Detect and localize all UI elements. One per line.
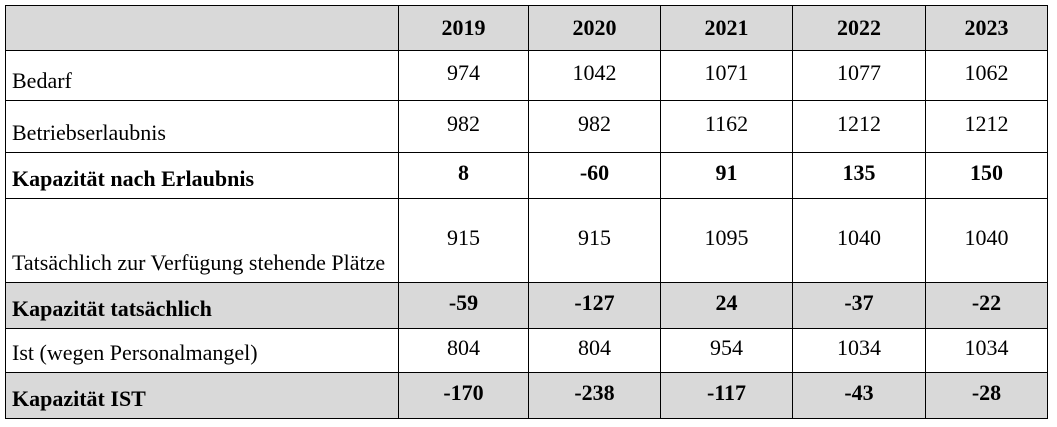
table-row: Kapazität tatsächlich -59 -127 24 -37 -22 <box>5 282 1048 329</box>
header-row: 2019 2020 2021 2022 2023 <box>5 5 1048 51</box>
header-cell: 2021 <box>660 5 793 51</box>
value-cell: -60 <box>528 152 661 199</box>
value-cell: 915 <box>398 198 529 283</box>
value-cell: -127 <box>528 282 661 329</box>
value-cell: 24 <box>660 282 793 329</box>
value-cell: 1212 <box>792 100 926 153</box>
value-cell: -28 <box>925 372 1048 419</box>
header-cell <box>5 5 399 51</box>
value-cell: 1212 <box>925 100 1048 153</box>
value-cell: 954 <box>660 328 793 373</box>
value-cell: 8 <box>398 152 529 199</box>
row-label: Betriebserlaubnis <box>5 100 399 153</box>
table-row: Kapazität IST -170 -238 -117 -43 -28 <box>5 372 1048 419</box>
value-cell: 982 <box>528 100 661 153</box>
value-cell: 1042 <box>528 50 661 101</box>
value-cell: 804 <box>528 328 661 373</box>
value-cell: 150 <box>925 152 1048 199</box>
value-cell: -238 <box>528 372 661 419</box>
value-cell: 974 <box>398 50 529 101</box>
value-cell: -37 <box>792 282 926 329</box>
row-label: Tatsächlich zur Verfügung stehende Plätz… <box>5 198 399 283</box>
value-cell: 1040 <box>925 198 1048 283</box>
row-label: Ist (wegen Personalmangel) <box>5 328 399 373</box>
value-cell: 1077 <box>792 50 926 101</box>
header-cell: 2019 <box>398 5 529 51</box>
value-cell: -170 <box>398 372 529 419</box>
value-cell: 915 <box>528 198 661 283</box>
table-row: Kapazität nach Erlaubnis 8 -60 91 135 150 <box>5 152 1048 199</box>
row-label: Bedarf <box>5 50 399 101</box>
table-row: Bedarf 974 1042 1071 1077 1062 <box>5 50 1048 101</box>
row-label: Kapazität nach Erlaubnis <box>5 152 399 199</box>
value-cell: 1062 <box>925 50 1048 101</box>
header-cell: 2022 <box>792 5 926 51</box>
table-row: Ist (wegen Personalmangel) 804 804 954 1034 1… <box>5 328 1048 373</box>
header-cell: 2023 <box>925 5 1048 51</box>
table-row: Tatsächlich zur Verfügung stehende Plätz… <box>5 198 1048 283</box>
header-cell: 2020 <box>528 5 661 51</box>
capacity-table: 2019 2020 2021 2022 2023 Bedarf 974 1042 10… <box>5 5 1048 419</box>
value-cell: -117 <box>660 372 793 419</box>
value-cell: -59 <box>398 282 529 329</box>
value-cell: -43 <box>792 372 926 419</box>
value-cell: 804 <box>398 328 529 373</box>
value-cell: 1040 <box>792 198 926 283</box>
value-cell: 1095 <box>660 198 793 283</box>
row-label: Kapazität IST <box>5 372 399 419</box>
value-cell: 91 <box>660 152 793 199</box>
value-cell: -22 <box>925 282 1048 329</box>
value-cell: 135 <box>792 152 926 199</box>
value-cell: 1034 <box>792 328 926 373</box>
value-cell: 1034 <box>925 328 1048 373</box>
value-cell: 1162 <box>660 100 793 153</box>
table-body: 2019 2020 2021 2022 2023 Bedarf 974 1042 10… <box>5 5 1048 419</box>
value-cell: 1071 <box>660 50 793 101</box>
row-label: Kapazität tatsächlich <box>5 282 399 329</box>
table-row: Betriebserlaubnis 982 982 1162 1212 1212 <box>5 100 1048 153</box>
value-cell: 982 <box>398 100 529 153</box>
